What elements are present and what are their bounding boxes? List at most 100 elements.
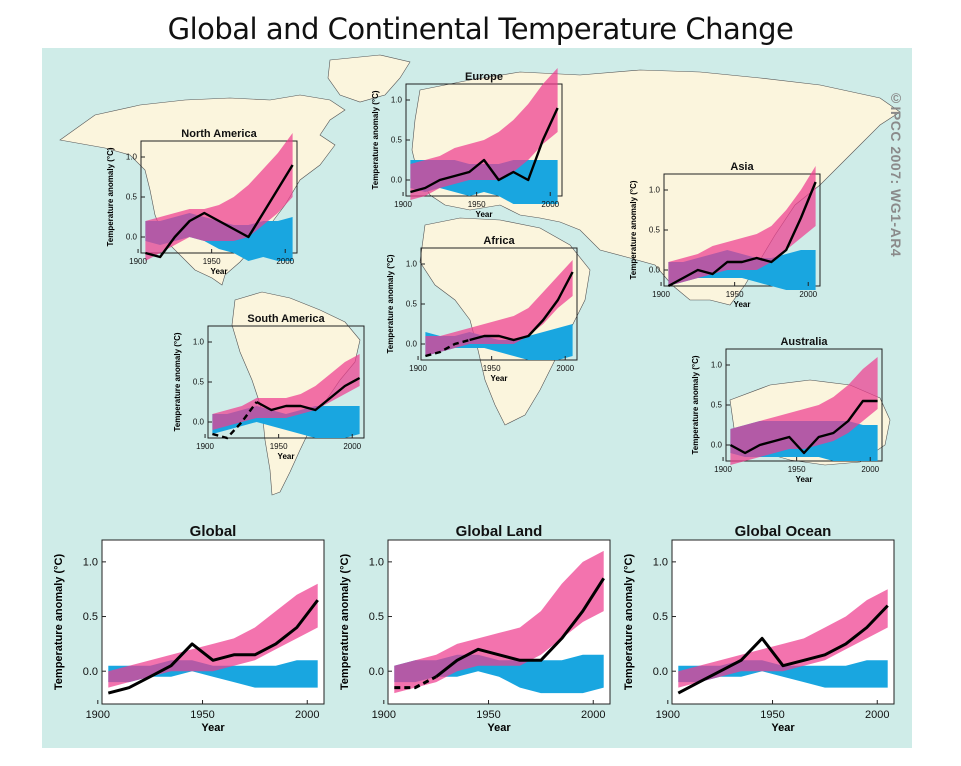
x-tick-label: 1950 [468, 200, 486, 209]
y-tick-label: 0.0 [193, 418, 205, 427]
chart-svg: North America 1900 1950 2000 0.0 0.5 1.0 Year Te… [106, 128, 298, 276]
x-tick-label: 1950 [190, 709, 214, 721]
chart-title: Global Ocean [735, 523, 832, 540]
chart-svg: Africa 1900 1950 2000 0.0 0.5 1.0 Year Temperatu… [386, 235, 578, 383]
x-tick-label: 1900 [656, 709, 680, 721]
observations-line [729, 399, 878, 455]
x-axis-label: Year [487, 722, 511, 734]
y-axis-label: Temperature anomaly (°C) [371, 90, 380, 189]
chart-title: Africa [483, 235, 515, 247]
chart-title: North America [181, 128, 257, 140]
x-tick-label: 1950 [760, 709, 784, 721]
x-tick-label: 1950 [726, 290, 744, 299]
x-tick-label: 2000 [541, 200, 559, 209]
x-tick-label: 2000 [295, 709, 319, 721]
observations-line [667, 181, 817, 288]
y-tick-label: 0.5 [653, 611, 668, 623]
page-title: Global and Continental Temperature Chang… [167, 12, 794, 46]
chart-title: Global [190, 523, 237, 540]
x-axis-label: Year [201, 722, 225, 734]
credit-label: ©IPCC 2007: WG1-AR4 [888, 90, 904, 258]
y-tick-label: 0.0 [126, 233, 138, 242]
y-tick-label: 0.5 [406, 300, 418, 309]
x-tick-label: 1900 [409, 364, 427, 373]
chart-title: Europe [465, 71, 503, 83]
y-tick-label: 0.0 [83, 666, 98, 678]
x-axis-label: Year [278, 452, 295, 461]
north-america-landmass [59, 94, 346, 286]
observations-line [410, 107, 559, 194]
y-axis-label: Temperature anomaly (°C) [691, 355, 700, 454]
chart-svg: Global Ocean 1900 1950 2000 0.0 0.5 1.0 Year Tem… [623, 523, 895, 734]
x-axis-label: Year [211, 267, 228, 276]
chart-north-america: North America 1900 1950 2000 0.0 0.5 1.0 Year Te… [105, 125, 305, 285]
all-forcing-band [678, 589, 888, 688]
chart-title: Global Land [456, 523, 543, 540]
observations-line [435, 577, 605, 678]
y-axis-label: Temperature anomaly (°C) [623, 554, 635, 691]
x-tick-label: 1900 [652, 290, 670, 299]
x-axis-label: Year [734, 300, 751, 309]
greenland-landmass [327, 54, 411, 103]
observations-dashed-line [394, 675, 437, 690]
y-tick-label: 0.5 [369, 611, 384, 623]
y-tick-label: 1.0 [649, 186, 661, 195]
x-tick-label: 2000 [556, 364, 574, 373]
chart-svg: South America 1900 1950 2000 0.0 0.5 1.0 Year Te… [173, 313, 365, 461]
y-tick-label: 1.0 [369, 557, 384, 569]
x-tick-label: 2000 [865, 709, 889, 721]
y-tick-label: 0.0 [369, 666, 384, 678]
y-tick-label: 1.0 [711, 361, 723, 370]
y-tick-label: 0.5 [391, 136, 403, 145]
chart-title: South America [247, 313, 325, 325]
observations-line [145, 164, 294, 259]
chart-svg: Europe 1900 1950 2000 0.0 0.5 1.0 Year Temperatu… [371, 68, 563, 219]
x-tick-label: 2000 [343, 442, 361, 451]
chart-europe: Europe 1900 1950 2000 0.0 0.5 1.0 Year Temperatu… [370, 68, 570, 228]
y-tick-label: 0.0 [391, 176, 403, 185]
chart-australia: Australia 1900 1950 2000 0.0 0.5 1.0 Year Temper… [690, 333, 890, 493]
x-tick-label: 1900 [714, 465, 732, 474]
x-tick-label: 1900 [129, 257, 147, 266]
x-tick-label: 1950 [270, 442, 288, 451]
chart-svg: Australia 1900 1950 2000 0.0 0.5 1.0 Year Temper… [691, 336, 883, 484]
y-tick-label: 1.0 [653, 557, 668, 569]
y-tick-label: 0.5 [649, 226, 661, 235]
observations-line [469, 271, 574, 342]
x-tick-label: 2000 [861, 465, 879, 474]
all-forcing-band [410, 68, 558, 200]
y-axis-label: Temperature anomaly (°C) [339, 554, 351, 691]
y-tick-label: 1.0 [83, 557, 98, 569]
x-axis-label: Year [476, 210, 493, 219]
y-tick-label: 0.5 [83, 611, 98, 623]
y-tick-label: 1.0 [391, 96, 403, 105]
all-forcing-band [730, 357, 878, 465]
x-tick-label: 1950 [203, 257, 221, 266]
south-america-landmass [231, 291, 361, 496]
y-axis-label: Temperature anomaly (°C) [106, 147, 115, 246]
y-tick-label: 1.0 [126, 153, 138, 162]
chart-south-america: South America 1900 1950 2000 0.0 0.5 1.0 Year Te… [172, 310, 372, 470]
chart-global: Global 1900 1950 2000 0.0 0.5 1.0 Year Temperatu… [52, 523, 332, 742]
y-axis-label: Temperature anomaly (°C) [173, 332, 182, 431]
chart-asia: Asia 1900 1950 2000 0.0 0.5 1.0 Year Temperature… [628, 158, 828, 318]
observations-line [256, 376, 361, 412]
chart-global-land: Global Land 1900 1950 2000 0.0 0.5 1.0 Year Temp… [338, 523, 618, 742]
x-tick-label: 1900 [394, 200, 412, 209]
x-tick-label: 2000 [799, 290, 817, 299]
chart-africa: Africa 1900 1950 2000 0.0 0.5 1.0 Year Temperatu… [385, 232, 585, 392]
x-tick-label: 1900 [196, 442, 214, 451]
y-tick-label: 1.0 [193, 338, 205, 347]
chart-svg: Global 1900 1950 2000 0.0 0.5 1.0 Year Temperatu… [53, 523, 325, 734]
y-tick-label: 0.0 [711, 441, 723, 450]
all-forcing-band [425, 260, 573, 356]
y-axis-label: Temperature anomaly (°C) [53, 554, 65, 691]
chart-global-ocean: Global Ocean 1900 1950 2000 0.0 0.5 1.0 Year Tem… [622, 523, 902, 742]
x-tick-label: 2000 [581, 709, 605, 721]
x-tick-label: 1950 [476, 709, 500, 721]
chart-title: Australia [780, 336, 828, 348]
chart-title: Asia [730, 161, 754, 173]
y-tick-label: 0.0 [653, 666, 668, 678]
x-tick-label: 1950 [788, 465, 806, 474]
y-tick-label: 0.0 [649, 266, 661, 275]
